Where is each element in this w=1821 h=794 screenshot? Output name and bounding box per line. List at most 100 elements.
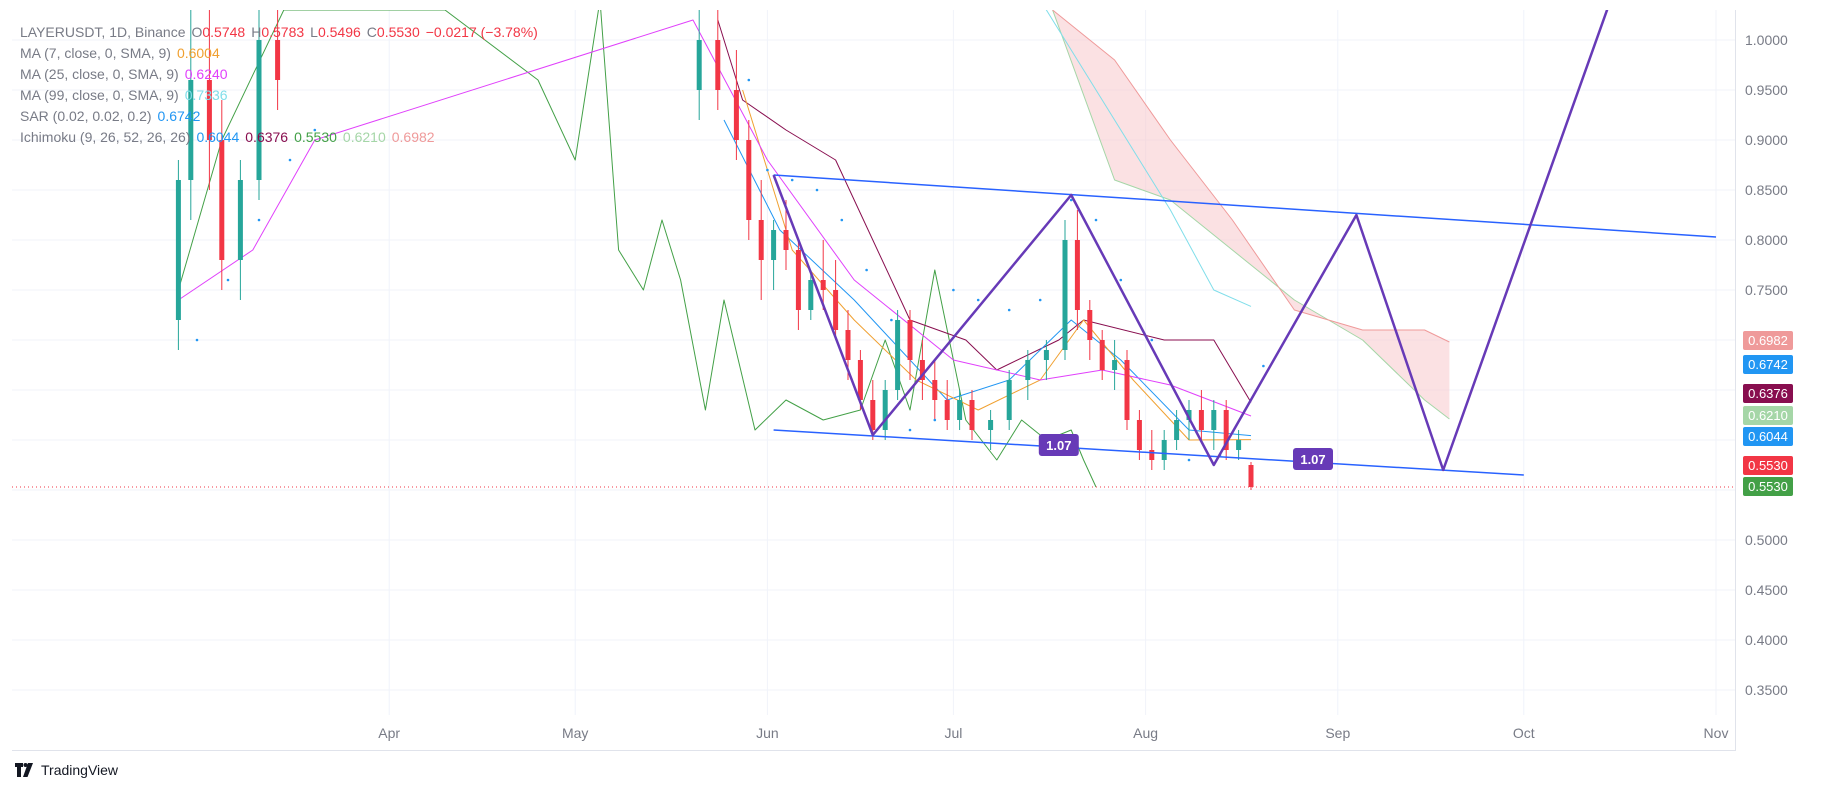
candle-body	[783, 230, 789, 250]
y-tick-label: 0.8000	[1745, 232, 1788, 248]
candlestick	[944, 380, 950, 430]
legend-open-value: 0.5748	[202, 24, 246, 40]
sar-dot	[890, 318, 893, 322]
sar-dot	[976, 298, 980, 302]
sar-dot	[747, 78, 751, 82]
legend-ma7-value: 0.6004	[176, 45, 220, 61]
candlestick	[882, 380, 888, 440]
x-tick-label: Jul	[944, 725, 962, 741]
sar-dot	[840, 218, 844, 222]
candlestick	[1161, 430, 1167, 470]
candlestick	[957, 390, 963, 430]
chart-frame[interactable]	[12, 10, 1736, 751]
candlestick	[1062, 220, 1068, 360]
candle-body	[746, 140, 752, 220]
candlestick	[988, 410, 994, 450]
candle-body	[715, 40, 721, 90]
candle-body	[175, 180, 181, 320]
legend-ichimoku-lagging: 0.5530	[294, 129, 337, 145]
tradingview-branding[interactable]: TradingView	[12, 762, 118, 778]
legend-ichimoku-row[interactable]: Ichimoku (9, 26, 52, 26, 26) 0.6044 0.63…	[20, 127, 538, 148]
candlestick	[1124, 350, 1130, 430]
sar-dot	[766, 168, 769, 172]
legend-ichimoku-span-a: 0.6210	[342, 129, 386, 145]
candle-body	[1149, 450, 1155, 460]
candlestick	[1006, 370, 1012, 430]
candlestick	[820, 240, 826, 310]
sar-dot	[865, 268, 868, 272]
x-tick-label: Oct	[1513, 725, 1535, 741]
candlestick	[771, 220, 777, 290]
candlestick	[206, 10, 212, 190]
legend-close-value: 0.5530	[376, 24, 420, 40]
sar-dot	[226, 278, 230, 282]
sar-dot	[908, 428, 912, 432]
legend-ichimoku-base: 0.6376	[245, 129, 289, 145]
y-tick-label: 0.8500	[1745, 182, 1788, 198]
candle-body	[919, 360, 925, 380]
candle-body	[870, 400, 876, 430]
candle-body	[1099, 340, 1105, 370]
legend-low-value: 0.5496	[317, 24, 361, 40]
legend-ichimoku-span-b: 0.6982	[391, 129, 435, 145]
x-tick-label: Apr	[378, 725, 400, 741]
candlestick	[219, 100, 225, 290]
candle-body	[957, 400, 963, 420]
candlestick	[808, 270, 814, 320]
x-tick-label: May	[562, 725, 588, 741]
legend-ma25-label: MA (25, close, 0, SMA, 9)	[20, 66, 179, 82]
candlestick	[188, 10, 194, 220]
candle-body	[188, 80, 194, 180]
sar-dot	[1262, 364, 1265, 368]
legend-sar-label: SAR (0.02, 0.02, 0.2)	[20, 108, 152, 124]
candle-body	[1074, 240, 1080, 310]
price-badge-base-line: 0.6376	[1743, 384, 1793, 403]
candle-body	[895, 320, 901, 390]
price-badge-lagging-span: 0.5530	[1743, 477, 1793, 496]
y-tick-label: 0.3500	[1745, 682, 1788, 698]
candlestick	[1074, 210, 1080, 330]
legend-sar-row[interactable]: SAR (0.02, 0.02, 0.2) 0.6742	[20, 106, 538, 127]
candlestick	[1198, 390, 1204, 440]
candle-body	[820, 280, 826, 290]
y-tick-label: 1.0000	[1745, 32, 1788, 48]
candle-body	[882, 390, 888, 430]
legend-symbol[interactable]: LAYERUSDT, 1D, Binance	[20, 24, 186, 40]
candle-body	[1025, 360, 1031, 380]
candlestick	[696, 10, 702, 120]
candle-body	[1087, 310, 1093, 340]
ichimoku-span-b-line	[1052, 10, 1450, 343]
ichimoku-base-line	[717, 19, 1252, 403]
pattern-ratio-label-bg	[1293, 448, 1333, 470]
candlestick	[237, 160, 243, 300]
candlestick	[783, 200, 789, 270]
sar-dot	[1007, 308, 1011, 312]
y-tick-label: 0.5000	[1745, 532, 1788, 548]
y-tick-label: 0.4000	[1745, 632, 1788, 648]
legend-open-label: O	[191, 24, 203, 40]
candle-body	[1161, 440, 1167, 460]
candle-body	[907, 320, 913, 360]
candle-body	[1211, 410, 1217, 430]
pattern-ratio-label-text: 1.07	[1046, 438, 1071, 453]
candle-body	[275, 40, 281, 80]
sar-dot	[195, 338, 199, 342]
sar-dot	[1038, 298, 1042, 302]
y-tick-label: 0.9000	[1745, 132, 1788, 148]
candle-body	[1006, 380, 1012, 420]
candle-body	[1043, 350, 1049, 360]
candle-body	[808, 280, 814, 310]
legend-ma99-row[interactable]: MA (99, close, 0, SMA, 9) 0.7336	[20, 85, 538, 106]
legend-ma25-row[interactable]: MA (25, close, 0, SMA, 9) 0.6240	[20, 64, 538, 85]
candlestick	[275, 10, 281, 110]
candlestick	[1248, 462, 1254, 490]
ichimoku-lagging-span-line	[177, 10, 1097, 488]
x-tick-label: Aug	[1133, 725, 1158, 741]
pattern-ratio-label-text: 1.07	[1300, 452, 1325, 467]
sar-dot	[1094, 218, 1098, 222]
pattern-ratio-label: 1.07	[1038, 434, 1079, 456]
candlestick	[758, 180, 764, 300]
legend-ma7-row[interactable]: MA (7, close, 0, SMA, 9) 0.6004	[20, 43, 538, 64]
sar-dot	[790, 178, 794, 182]
